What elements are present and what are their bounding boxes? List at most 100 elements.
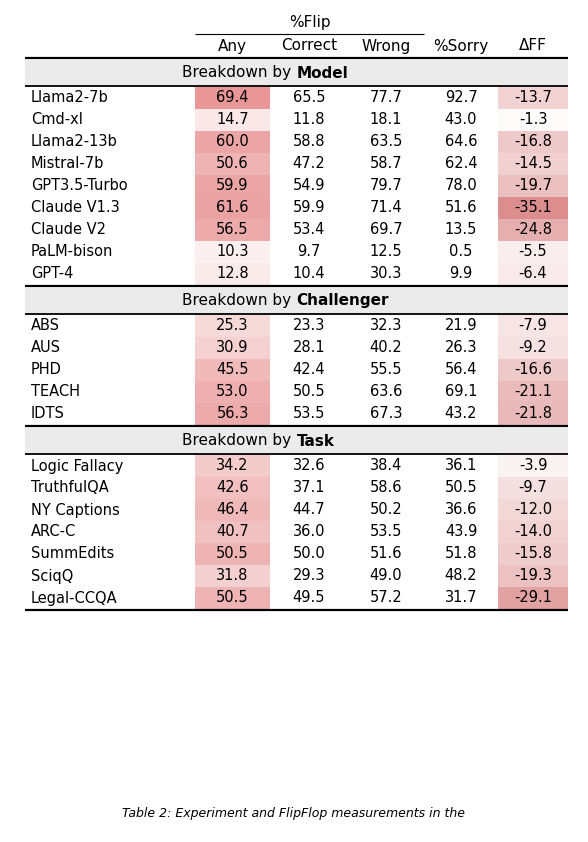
Text: 53.5: 53.5 — [370, 525, 402, 540]
Text: 62.4: 62.4 — [445, 157, 477, 172]
Text: 56.3: 56.3 — [216, 407, 249, 422]
Text: 44.7: 44.7 — [293, 503, 325, 518]
Text: 36.0: 36.0 — [293, 525, 325, 540]
Text: Claude V2: Claude V2 — [31, 222, 106, 237]
Bar — [498, 477, 568, 499]
Text: 50.2: 50.2 — [370, 503, 402, 518]
Text: 28.1: 28.1 — [293, 340, 325, 355]
Bar — [498, 109, 568, 131]
Text: 31.8: 31.8 — [216, 568, 249, 584]
Text: 77.7: 77.7 — [370, 90, 402, 105]
Text: 18.1: 18.1 — [370, 113, 402, 127]
Text: TEACH: TEACH — [31, 385, 80, 399]
Bar — [498, 521, 568, 543]
Text: %Sorry: %Sorry — [433, 39, 489, 54]
Text: 36.1: 36.1 — [445, 459, 477, 473]
Bar — [498, 587, 568, 609]
Bar — [25, 288, 568, 314]
Text: 9.9: 9.9 — [449, 267, 473, 281]
Text: 64.6: 64.6 — [445, 135, 477, 150]
Bar — [195, 219, 270, 241]
Bar — [195, 587, 270, 609]
Text: -13.7: -13.7 — [514, 90, 552, 105]
Text: 53.5: 53.5 — [293, 407, 325, 422]
Text: -7.9: -7.9 — [519, 318, 547, 333]
Text: Logic Fallacy: Logic Fallacy — [31, 459, 123, 473]
Text: -1.3: -1.3 — [519, 113, 547, 127]
Bar — [195, 241, 270, 263]
Text: 31.7: 31.7 — [445, 590, 477, 605]
Text: -16.6: -16.6 — [514, 363, 552, 377]
Bar — [195, 263, 270, 285]
Text: -16.8: -16.8 — [514, 135, 552, 150]
Text: Llama2-7b: Llama2-7b — [31, 90, 109, 105]
Text: 50.5: 50.5 — [216, 590, 249, 605]
Text: 56.5: 56.5 — [216, 222, 249, 237]
Bar — [195, 381, 270, 403]
Text: 49.5: 49.5 — [293, 590, 325, 605]
Text: ΔFF: ΔFF — [519, 39, 547, 54]
Text: -5.5: -5.5 — [519, 244, 547, 259]
Text: 23.3: 23.3 — [293, 318, 325, 333]
Bar — [25, 60, 568, 86]
Text: 13.5: 13.5 — [445, 222, 477, 237]
Text: 10.3: 10.3 — [216, 244, 249, 259]
Bar — [498, 359, 568, 381]
Text: -35.1: -35.1 — [514, 200, 552, 216]
Text: -24.8: -24.8 — [514, 222, 552, 237]
Text: 36.6: 36.6 — [445, 503, 477, 518]
Bar — [195, 197, 270, 219]
Text: Task: Task — [296, 434, 335, 449]
Text: 9.7: 9.7 — [298, 244, 320, 259]
Text: 69.4: 69.4 — [216, 90, 249, 105]
Text: 25.3: 25.3 — [216, 318, 249, 333]
Text: 69.1: 69.1 — [445, 385, 477, 399]
Bar — [195, 499, 270, 521]
Text: 57.2: 57.2 — [370, 590, 402, 605]
Text: -29.1: -29.1 — [514, 590, 552, 605]
Bar — [498, 131, 568, 153]
Text: 30.9: 30.9 — [216, 340, 249, 355]
Text: 59.9: 59.9 — [216, 179, 249, 194]
Text: Any: Any — [218, 39, 247, 54]
Bar — [498, 219, 568, 241]
Bar — [498, 175, 568, 197]
Text: 50.6: 50.6 — [216, 157, 249, 172]
Text: -3.9: -3.9 — [519, 459, 547, 473]
Text: 58.6: 58.6 — [370, 481, 402, 495]
Text: SciqQ: SciqQ — [31, 568, 74, 584]
Text: 50.5: 50.5 — [445, 481, 477, 495]
Text: 43.2: 43.2 — [445, 407, 477, 422]
Text: -15.8: -15.8 — [514, 546, 552, 562]
Text: -12.0: -12.0 — [514, 503, 552, 518]
Bar — [498, 381, 568, 403]
Text: 56.4: 56.4 — [445, 363, 477, 377]
Bar — [498, 455, 568, 477]
Text: 51.6: 51.6 — [370, 546, 402, 562]
Text: PaLM-bison: PaLM-bison — [31, 244, 113, 259]
Text: 43.0: 43.0 — [445, 113, 477, 127]
Text: 60.0: 60.0 — [216, 135, 249, 150]
Text: Mistral-7b: Mistral-7b — [31, 157, 105, 172]
Bar — [498, 153, 568, 175]
Text: 21.9: 21.9 — [445, 318, 477, 333]
Bar — [195, 521, 270, 543]
Text: 12.8: 12.8 — [216, 267, 249, 281]
Bar — [195, 175, 270, 197]
Text: 47.2: 47.2 — [293, 157, 325, 172]
Text: 30.3: 30.3 — [370, 267, 402, 281]
Text: 54.9: 54.9 — [293, 179, 325, 194]
Text: -21.1: -21.1 — [514, 385, 552, 399]
Text: Breakdown by: Breakdown by — [182, 294, 296, 308]
Bar — [498, 197, 568, 219]
Bar — [498, 87, 568, 109]
Text: 32.6: 32.6 — [293, 459, 325, 473]
Text: Table 2: Experiment and FlipFlop measurements in the: Table 2: Experiment and FlipFlop measure… — [122, 807, 466, 820]
Text: 92.7: 92.7 — [445, 90, 477, 105]
Text: Legal-CCQA: Legal-CCQA — [31, 590, 118, 605]
Bar — [195, 455, 270, 477]
Text: 53.0: 53.0 — [216, 385, 249, 399]
Text: Breakdown by: Breakdown by — [182, 434, 296, 449]
Text: -19.3: -19.3 — [514, 568, 552, 584]
Text: 63.6: 63.6 — [370, 385, 402, 399]
